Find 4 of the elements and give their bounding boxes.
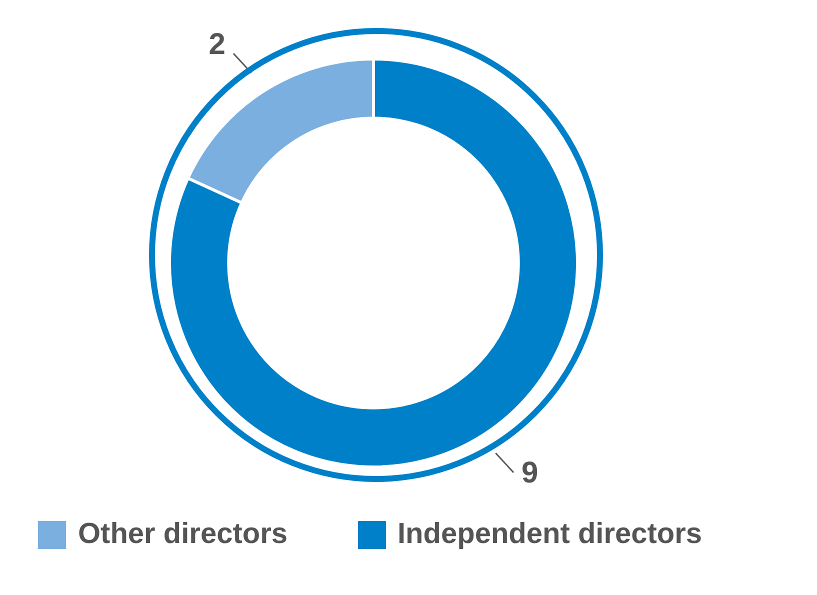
legend-label: Other directors <box>78 518 288 551</box>
legend-label: Independent directors <box>398 518 702 551</box>
data-label: 9 <box>522 456 538 490</box>
data-label: 2 <box>208 28 226 61</box>
